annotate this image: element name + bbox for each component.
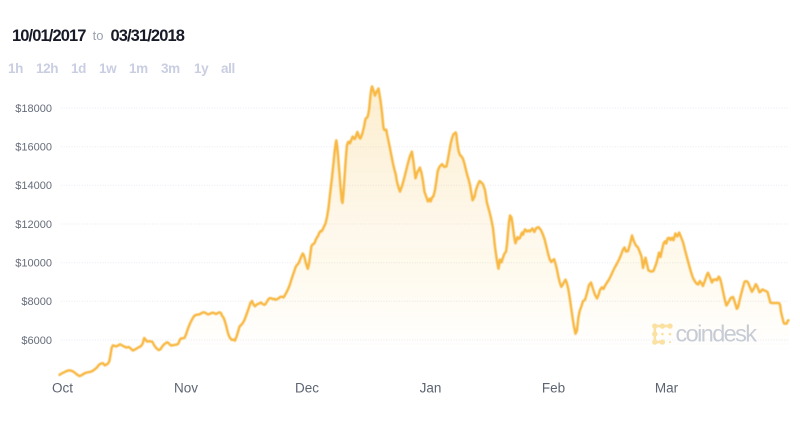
- svg-text:Mar: Mar: [655, 381, 679, 396]
- svg-text:$10000: $10000: [15, 258, 52, 270]
- svg-text:$14000: $14000: [15, 180, 52, 192]
- svg-text:$18000: $18000: [15, 103, 52, 115]
- svg-text:$16000: $16000: [15, 142, 52, 154]
- svg-text:Feb: Feb: [542, 381, 565, 396]
- svg-text:$6000: $6000: [21, 335, 52, 347]
- svg-text:Nov: Nov: [174, 381, 198, 396]
- svg-text:Oct: Oct: [52, 381, 73, 396]
- svg-text:$12000: $12000: [15, 219, 52, 231]
- svg-text:$8000: $8000: [21, 296, 52, 308]
- svg-text:Jan: Jan: [420, 381, 442, 396]
- svg-text:Dec: Dec: [295, 381, 319, 396]
